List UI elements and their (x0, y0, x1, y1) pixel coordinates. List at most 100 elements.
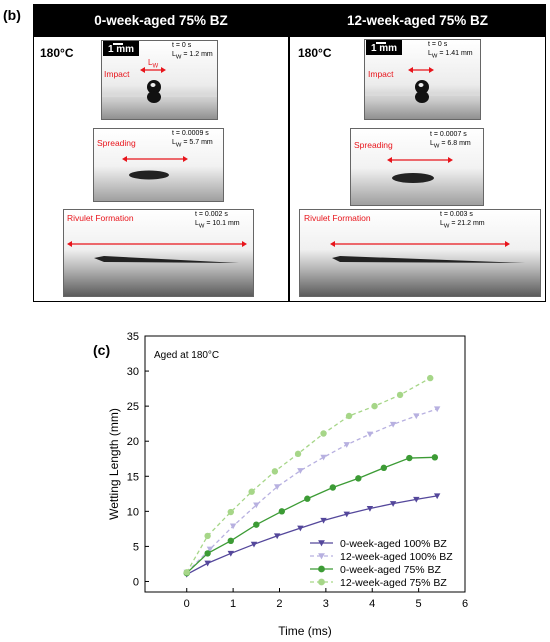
data-point (183, 569, 190, 576)
left-frame (33, 36, 289, 302)
aged-annotation: Aged at 180°C (154, 350, 219, 361)
right-scale-bar: 1 mm (366, 40, 402, 55)
legend-entry: 0-week-aged 100% BZ (310, 538, 447, 550)
data-point (355, 475, 362, 482)
data-point (371, 402, 378, 410)
left-spreading-arrow (122, 156, 188, 162)
right-rivulet-lw: LW = 21.2 mm (440, 220, 485, 230)
y-tick-label: 15 (127, 471, 139, 483)
legend-marker (318, 540, 325, 547)
data-point (413, 496, 420, 503)
plot-frame (144, 335, 466, 593)
x-axis-label: Time (ms) (278, 624, 332, 638)
right-frame (289, 36, 546, 302)
left-spreading-lw: LW = 5.7 mm (172, 139, 213, 149)
data-point (380, 464, 388, 472)
x-tick-label: 5 (416, 598, 422, 610)
right-impact-time: t = 0 s (428, 41, 448, 48)
data-point (206, 546, 214, 553)
data-point (427, 374, 434, 382)
data-point (297, 468, 304, 474)
data-point (389, 501, 397, 507)
left-spreading-info: t = 0.0009 s LW = 5.7 mm (172, 129, 213, 150)
legend-marker (318, 565, 325, 573)
data-point (204, 550, 211, 557)
data-point (433, 493, 441, 500)
data-point (294, 450, 302, 458)
data-point (413, 413, 420, 420)
x-tick-label: 4 (369, 598, 375, 610)
left-rivulet-info: t = 0.002 s LW = 10.1 mm (195, 210, 240, 231)
left-rivulet-photo (63, 209, 254, 297)
series-line (186, 495, 438, 576)
right-header: 12-week-aged 75% BZ (289, 4, 546, 36)
y-tick-label: 0 (133, 576, 139, 588)
data-point (343, 442, 350, 448)
x-tick-label: 3 (323, 598, 329, 610)
data-point (271, 468, 279, 475)
data-point (253, 521, 260, 528)
left-impact-label: Impact (104, 69, 130, 79)
data-point (278, 508, 286, 515)
right-spreading-arrow (387, 157, 453, 163)
legend-entry: 0-week-aged 75% BZ (310, 564, 442, 576)
legend-marker (318, 553, 325, 560)
y-tick-label: 35 (127, 331, 139, 343)
left-header: 0-week-aged 75% BZ (33, 4, 289, 36)
x-tick-label: 1 (230, 598, 236, 610)
left-impact-info: t = 0 s LW = 1.2 mm (172, 41, 213, 62)
right-impact-arrow (408, 67, 434, 73)
data-point (304, 495, 311, 502)
data-point (320, 454, 327, 461)
right-spreading-info: t = 0.0007 s LW = 6.8 mm (430, 130, 471, 151)
left-rivulet-label: Rivulet Formation (67, 213, 134, 223)
data-point (433, 406, 441, 413)
right-spreading-time: t = 0.0007 s (430, 131, 467, 138)
panel-b-letter: (b) (3, 7, 21, 23)
left-rivulet-time: t = 0.002 s (195, 211, 228, 218)
data-point (204, 532, 211, 540)
data-point (320, 517, 327, 524)
right-spreading-label: Spreading (354, 140, 393, 150)
right-rivulet-time: t = 0.003 s (440, 211, 473, 218)
legend-marker (318, 578, 325, 586)
legend-label: 12-week-aged 75% BZ (340, 577, 447, 589)
data-point (227, 508, 234, 516)
right-rivulet-label: Rivulet Formation (304, 213, 371, 223)
left-spreading-photo (93, 128, 224, 202)
y-tick-label: 10 (127, 506, 139, 518)
legend-label: 0-week-aged 100% BZ (340, 538, 447, 550)
legend-entry: 12-week-aged 75% BZ (310, 577, 447, 589)
x-tick-label: 2 (276, 598, 282, 610)
y-axis-label: Wetting Length (mm) (107, 408, 121, 520)
left-rivulet-arrow (67, 241, 247, 247)
left-impact-time: t = 0 s (172, 42, 192, 49)
data-point (297, 525, 304, 532)
data-point (329, 484, 337, 491)
left-spreading-label: Spreading (97, 138, 136, 148)
right-spreading-photo (350, 128, 484, 206)
series-line (186, 408, 438, 573)
data-point (273, 484, 281, 490)
right-rivulet-photo (299, 209, 541, 297)
legend-entry: 12-week-aged 100% BZ (310, 551, 453, 563)
data-point (229, 523, 237, 530)
data-point (320, 430, 327, 437)
series-4 (183, 374, 434, 576)
left-impact-arrow (140, 67, 166, 73)
left-spreading-image (94, 129, 223, 201)
right-rivulet-image (300, 210, 540, 296)
right-spreading-image (351, 129, 483, 205)
right-temperature: 180°C (298, 46, 332, 60)
data-point (227, 550, 234, 557)
data-point (431, 454, 439, 461)
x-tick-label: 6 (462, 598, 468, 610)
right-rivulet-info: t = 0.003 s LW = 21.2 mm (440, 210, 485, 231)
legend-label: 12-week-aged 100% BZ (340, 551, 453, 563)
data-point (389, 421, 397, 428)
right-spreading-lw: LW = 6.8 mm (430, 140, 471, 150)
right-impact-lw: LW = 1.41 mm (428, 50, 473, 60)
data-point (273, 533, 281, 540)
